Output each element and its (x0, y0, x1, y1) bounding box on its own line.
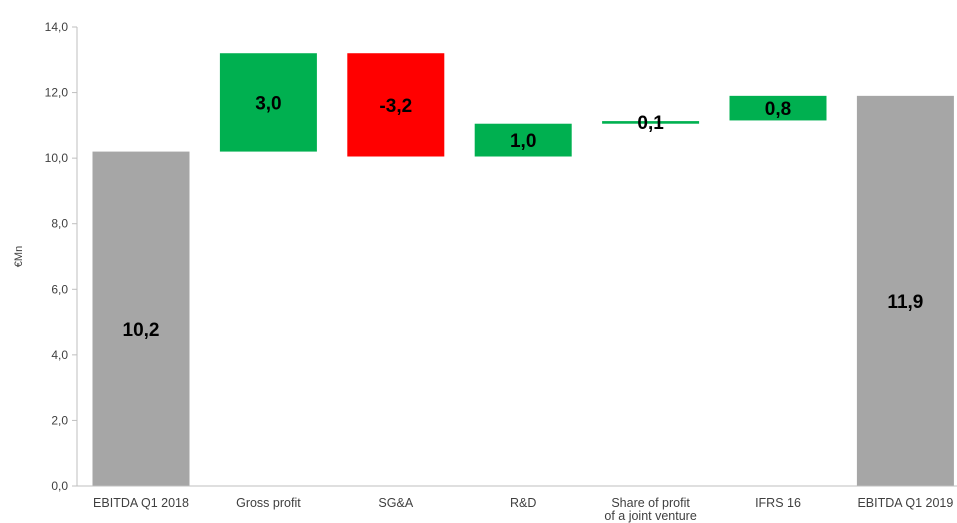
x-tick-label: Gross profit (236, 496, 301, 510)
x-tick-label: R&D (510, 496, 536, 510)
x-tick-label: EBITDA Q1 2018 (93, 496, 189, 510)
y-tick-label: 14,0 (45, 20, 69, 34)
x-tick-label: SG&A (378, 496, 413, 510)
bar-increase (219, 53, 317, 152)
y-tick-label: 12,0 (45, 86, 69, 100)
y-tick-label: 0,0 (51, 479, 68, 493)
data-label: 3,0 (255, 93, 281, 114)
y-tick-label: 2,0 (51, 413, 68, 427)
y-tick-label: 10,0 (45, 151, 69, 165)
x-tick-label: EBITDA Q1 2019 (857, 496, 953, 510)
bar-total (856, 95, 954, 486)
x-tick-label: of a joint venture (604, 509, 696, 523)
data-label: 11,9 (887, 292, 923, 313)
bar-total (92, 151, 190, 487)
bar-increase (602, 121, 700, 124)
data-label: 1,0 (510, 131, 536, 152)
data-label: -3,2 (379, 96, 412, 117)
y-axis-title: €Mn (13, 246, 25, 267)
data-label: 0,1 (637, 113, 664, 134)
bar-increase (729, 95, 827, 121)
x-tick-label: Share of profit (611, 496, 690, 510)
data-label: 10,2 (123, 320, 160, 341)
x-tick-label: IFRS 16 (755, 496, 801, 510)
y-tick-label: 4,0 (51, 348, 68, 362)
bar-decrease (347, 53, 445, 157)
y-tick-label: 8,0 (51, 217, 68, 231)
data-label: 0,8 (765, 99, 791, 120)
y-tick-label: 6,0 (51, 282, 68, 296)
bar-increase (474, 123, 572, 157)
